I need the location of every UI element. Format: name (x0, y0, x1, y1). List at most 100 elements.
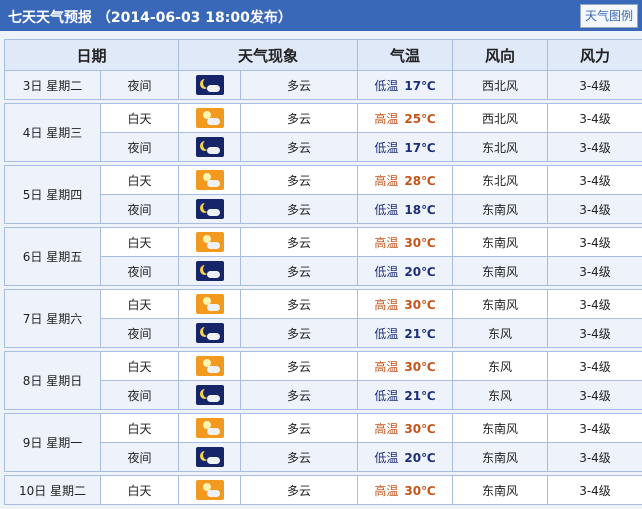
wind-force: 3-4级 (547, 318, 642, 348)
wind-force: 3-4级 (547, 289, 642, 319)
period-cell: 夜间 (100, 318, 179, 348)
table-header: 日期 天气现象 气温 风向 风力 (3, 39, 642, 71)
temperature-cell: 低温 17℃ (357, 132, 453, 162)
weather-desc: 多云 (240, 256, 358, 286)
period-cell: 白天 (100, 475, 179, 505)
wind-force: 3-4级 (547, 475, 642, 505)
date-cell: 7日 星期六 (4, 289, 101, 348)
temp-label: 低温 (374, 78, 399, 93)
icon-cell (178, 132, 241, 162)
temperature-cell: 高温 30℃ (357, 413, 453, 443)
temp-label: 高温 (374, 173, 399, 188)
wind-force: 3-4级 (547, 227, 642, 257)
period-cell: 白天 (100, 289, 179, 319)
wind-direction: 东北风 (452, 165, 548, 195)
day-group: 8日 星期日 白天 多云 高温 30℃ 东风 3-4级 夜间 多云 低温 21℃ 东风 3-4级 (4, 351, 642, 410)
period-cell: 白天 (100, 165, 179, 195)
temp-value: 30℃ (404, 483, 436, 498)
temperature-cell: 低温 21℃ (357, 380, 453, 410)
wind-force: 3-4级 (547, 380, 642, 410)
forecast-row: 夜间 多云 低温 20℃ 东南风 3-4级 (5, 442, 642, 472)
weather-desc: 多云 (240, 132, 358, 162)
icon-cell (178, 289, 241, 319)
forecast-row: 5日 星期四 白天 多云 高温 28℃ 东北风 3-4级 (4, 165, 642, 224)
weather-desc: 多云 (240, 165, 358, 195)
icon-cell (178, 475, 241, 505)
date-cell: 6日 星期五 (4, 227, 101, 286)
wind-force: 3-4级 (547, 442, 642, 472)
wind-force: 3-4级 (547, 165, 642, 195)
temp-value: 20℃ (404, 450, 436, 465)
forecast-row: 夜间 多云 低温 17℃ 东北风 3-4级 (5, 132, 642, 162)
sun-cloud-icon (195, 356, 224, 376)
temperature-cell: 低温 20℃ (357, 256, 453, 286)
period-cell: 夜间 (100, 442, 179, 472)
temp-label: 低温 (374, 388, 399, 403)
temp-label: 低温 (374, 326, 399, 341)
day-group: 4日 星期三 白天 多云 高温 25℃ 西北风 3-4级 夜间 多云 低温 17℃ 东北风 3-4级 (4, 103, 642, 162)
weather-desc: 多云 (240, 289, 358, 319)
temperature-cell: 低温 17℃ (357, 70, 453, 100)
day-group: 5日 星期四 白天 多云 高温 28℃ 东北风 3-4级 夜间 多云 低温 18℃ 东南风 3-4级 (4, 165, 642, 224)
wind-direction: 东风 (452, 351, 548, 381)
wind-force: 3-4级 (547, 413, 642, 443)
temp-label: 高温 (374, 297, 399, 312)
date-cell: 9日 星期一 (4, 413, 101, 472)
day-group: 9日 星期一 白天 多云 高温 30℃ 东南风 3-4级 夜间 多云 低温 20℃ 东南风 3-4级 (4, 413, 642, 472)
header-wind-direction: 风向 (452, 39, 549, 71)
forecast-row: 夜间 多云 低温 21℃ 东风 3-4级 (5, 380, 642, 410)
temp-value: 17℃ (404, 78, 436, 93)
forecast-row: 夜间 多云 低温 20℃ 东南风 3-4级 (5, 256, 642, 286)
header-date: 日期 (3, 39, 180, 71)
forecast-row: 10日 星期二 白天 多云 高温 30℃ 东南风 3-4级 (4, 475, 642, 505)
sun-cloud-icon (195, 170, 224, 190)
forecast-row: 3日 星期二 夜间 多云 低温 17℃ 西北风 3-4级 (4, 70, 642, 100)
moon-cloud-icon (195, 75, 224, 95)
temperature-cell: 高温 30℃ (357, 475, 453, 505)
icon-cell (178, 165, 241, 195)
wind-direction: 东风 (452, 318, 548, 348)
wind-force: 3-4级 (547, 351, 642, 381)
temp-label: 高温 (374, 235, 399, 250)
wind-direction: 东南风 (452, 442, 548, 472)
icon-cell (178, 227, 241, 257)
date-cell: 10日 星期二 (4, 475, 101, 505)
temp-value: 28℃ (404, 173, 436, 188)
wind-force: 3-4级 (547, 132, 642, 162)
period-cell: 夜间 (100, 70, 179, 100)
temp-label: 低温 (374, 264, 399, 279)
temperature-cell: 高温 30℃ (357, 227, 453, 257)
moon-cloud-icon (195, 137, 224, 157)
weather-legend-button[interactable]: 天气图例 (579, 4, 638, 28)
date-cell: 4日 星期三 (4, 103, 101, 162)
moon-cloud-icon (195, 323, 224, 343)
icon-cell (178, 256, 241, 286)
temp-label: 低温 (374, 140, 399, 155)
temperature-cell: 高温 28℃ (357, 165, 453, 195)
sun-cloud-icon (195, 108, 224, 128)
forecast-row: 6日 星期五 白天 多云 高温 30℃ 东南风 3-4级 (4, 227, 642, 286)
icon-cell (178, 103, 241, 133)
temperature-cell: 高温 25℃ (357, 103, 453, 133)
header-temperature: 气温 (357, 39, 454, 71)
temp-label: 高温 (374, 483, 399, 498)
header-wind-force: 风力 (547, 39, 642, 71)
icon-cell (178, 442, 241, 472)
moon-cloud-icon (195, 261, 224, 281)
icon-cell (178, 194, 241, 224)
day-group: 7日 星期六 白天 多云 高温 30℃ 东南风 3-4级 夜间 多云 低温 21℃ 东风 3-4级 (4, 289, 642, 348)
sun-cloud-icon (195, 418, 224, 438)
sun-cloud-icon (195, 232, 224, 252)
wind-force: 3-4级 (547, 256, 642, 286)
day-group: 10日 星期二 白天 多云 高温 30℃ 东南风 3-4级 (4, 475, 642, 505)
period-cell: 夜间 (100, 380, 179, 410)
date-cell: 8日 星期日 (4, 351, 101, 410)
period-cell: 白天 (100, 351, 179, 381)
wind-direction: 西北风 (452, 70, 548, 100)
icon-cell (178, 318, 241, 348)
temperature-cell: 高温 30℃ (357, 289, 453, 319)
temp-value: 21℃ (404, 388, 436, 403)
icon-cell (178, 380, 241, 410)
temp-value: 25℃ (404, 111, 436, 126)
temp-value: 30℃ (404, 235, 436, 250)
